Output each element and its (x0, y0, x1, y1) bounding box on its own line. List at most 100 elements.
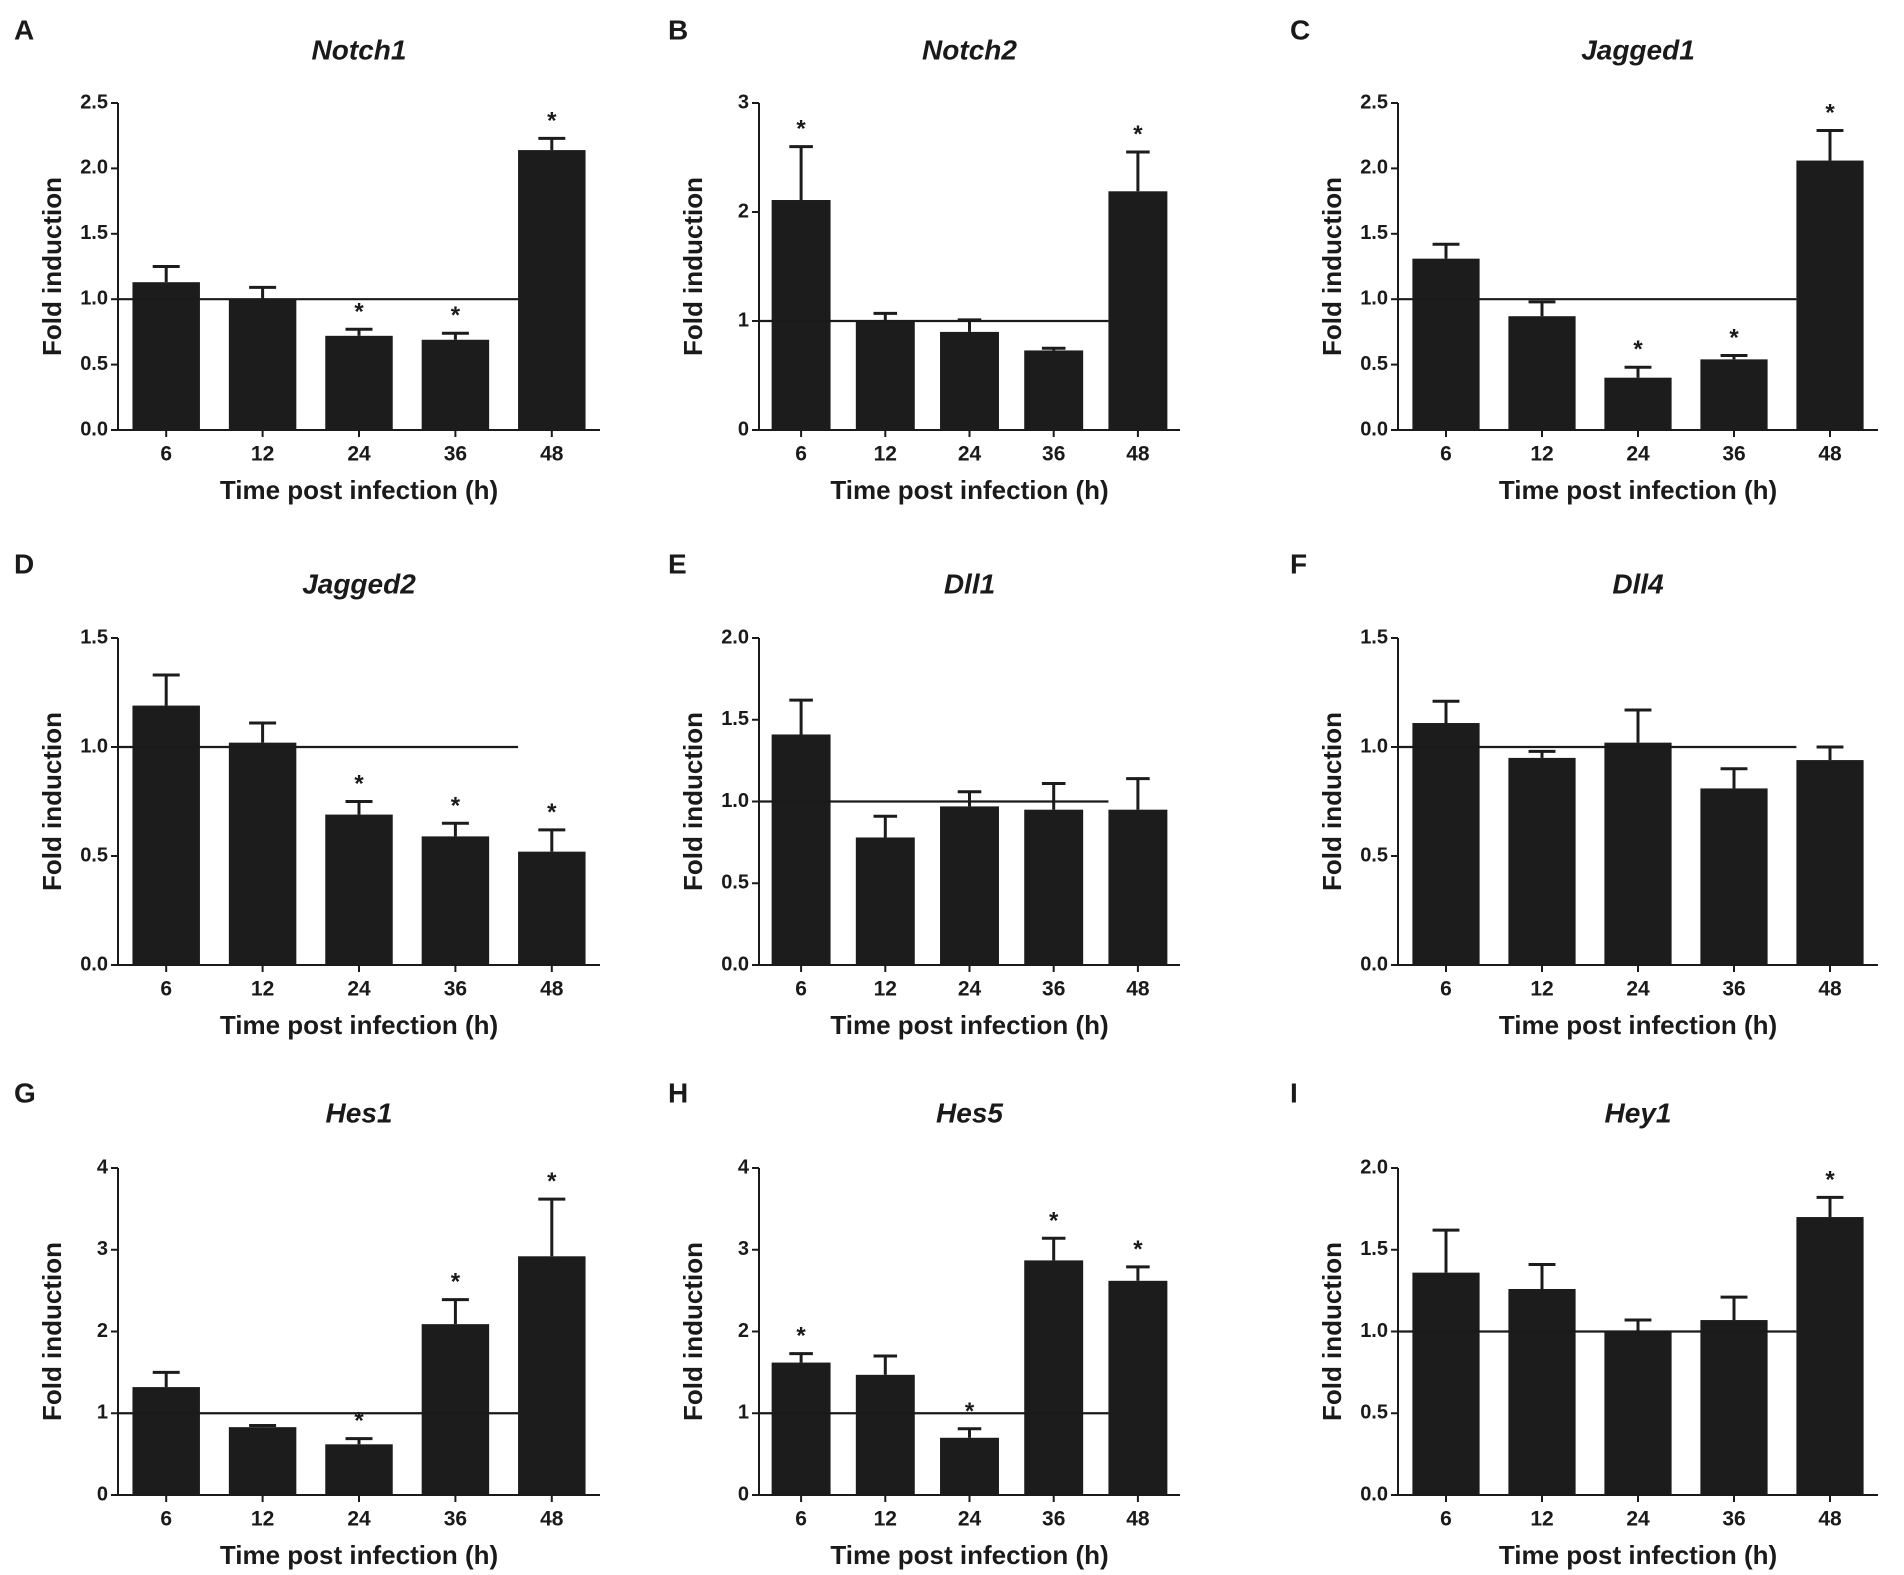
significance-marker: * (965, 1398, 975, 1425)
bar-48h (1796, 1217, 1864, 1495)
x-tick-label: 6 (795, 443, 807, 466)
x-tick-label: 24 (958, 1508, 982, 1531)
significance-marker: * (547, 799, 557, 826)
x-tick-label: 24 (347, 1508, 371, 1531)
x-tick-label: 36 (444, 443, 467, 466)
bar-6h (132, 1387, 200, 1495)
y-tick-label: 0.0 (80, 418, 108, 440)
bar-36h (1024, 350, 1084, 430)
x-tick-label: 12 (251, 978, 274, 1001)
panel-letter: C (1290, 14, 1310, 45)
x-axis-label: Time post infection (h) (830, 1540, 1108, 1570)
y-axis-label: Fold induction (678, 177, 708, 356)
bar-24h (325, 335, 393, 430)
x-tick-label: 12 (251, 443, 274, 466)
x-tick-label: 6 (1440, 443, 1452, 466)
x-tick-label: 12 (1530, 443, 1553, 466)
bar-6h (1412, 258, 1480, 430)
chart-title: Notch2 (922, 34, 1017, 65)
y-tick-label: 2.0 (1360, 157, 1388, 179)
x-tick-label: 24 (958, 443, 982, 466)
x-tick-label: 36 (1042, 978, 1065, 1001)
y-tick-label: 2 (97, 1320, 108, 1342)
panel-f: F Dll4 0.0 0.5 1.0 1.5 6 12 24 36 48 Time post infe… (1290, 548, 1878, 1040)
x-tick-label: 48 (1126, 1508, 1150, 1531)
y-tick-label: 2.5 (1360, 91, 1388, 113)
bar-48h (1108, 809, 1168, 965)
x-tick-label: 36 (444, 978, 467, 1001)
bar-12h (1508, 316, 1576, 430)
bar-24h (1604, 1331, 1672, 1495)
y-tick-label: 1 (97, 1402, 108, 1424)
bar-6h (132, 282, 200, 430)
x-tick-label: 36 (1722, 443, 1745, 466)
significance-marker: * (451, 1269, 461, 1296)
x-tick-label: 6 (1440, 978, 1452, 1001)
panel-letter: F (1290, 548, 1307, 579)
bar-6h (1412, 1272, 1480, 1495)
x-axis-label: Time post infection (h) (1499, 1540, 1777, 1570)
x-axis-label: Time post infection (h) (830, 475, 1108, 505)
x-axis-label: Time post infection (h) (1499, 475, 1777, 505)
y-tick-label: 3 (97, 1238, 108, 1260)
y-tick-label: 1.0 (80, 735, 108, 757)
x-tick-label: 12 (874, 443, 897, 466)
bar-24h (325, 1444, 393, 1495)
chart-title: Jagged2 (302, 568, 416, 599)
x-tick-label: 48 (1818, 978, 1842, 1001)
bar-36h (421, 339, 490, 430)
y-tick-label: 1.0 (721, 790, 749, 812)
x-axis-label: Time post infection (h) (1499, 1010, 1777, 1040)
bar-12h (1508, 1288, 1576, 1495)
y-tick-label: 0.0 (1360, 418, 1388, 440)
significance-marker: * (451, 792, 461, 819)
y-tick-label: 1.5 (721, 708, 749, 730)
panel-d: D Jagged2 0.0 0.5 1.0 1.5 6 12 24 * 36 * 48 * Time pos… (14, 548, 600, 1040)
chart-title: Hes1 (326, 1097, 393, 1128)
x-tick-label: 24 (347, 443, 371, 466)
x-tick-label: 6 (1440, 1508, 1452, 1531)
x-axis-label: Time post infection (h) (220, 475, 498, 505)
bar-12h (855, 321, 915, 430)
panel-letter: E (668, 548, 687, 579)
x-tick-label: 48 (1126, 978, 1150, 1001)
significance-marker: * (354, 1408, 364, 1435)
bar-24h (1604, 742, 1672, 965)
y-tick-label: 0.0 (721, 953, 749, 975)
significance-marker: * (1825, 99, 1835, 126)
y-tick-label: 2.0 (721, 626, 749, 648)
y-tick-label: 1.5 (80, 222, 108, 244)
y-tick-label: 2.0 (1360, 1156, 1388, 1178)
x-tick-label: 12 (874, 978, 897, 1001)
panel-e: E Dll1 0.0 0.5 1.0 1.5 2.0 6 12 24 36 48 Time post i… (668, 548, 1180, 1040)
y-axis-label: Fold induction (1317, 1242, 1347, 1421)
bar-12h (228, 742, 297, 965)
x-axis-label: Time post infection (h) (220, 1010, 498, 1040)
y-tick-label: 0.5 (1360, 844, 1388, 866)
x-tick-label: 48 (540, 978, 564, 1001)
chart-title: Dll1 (944, 568, 995, 599)
bar-24h (940, 1437, 999, 1495)
y-axis-label: Fold induction (37, 712, 67, 891)
y-tick-label: 0.5 (80, 844, 108, 866)
y-tick-label: 0.5 (80, 353, 108, 375)
bar-12h (855, 837, 915, 965)
bar-48h (1796, 760, 1864, 965)
y-tick-label: 2.5 (80, 91, 108, 113)
y-tick-label: 1.0 (1360, 735, 1388, 757)
x-tick-label: 6 (795, 978, 807, 1001)
panel-letter: I (1290, 1077, 1298, 1108)
x-tick-label: 12 (874, 1508, 897, 1531)
significance-marker: * (354, 771, 364, 798)
significance-marker: * (1133, 121, 1143, 148)
bar-48h (1796, 160, 1864, 430)
bar-36h (1024, 1260, 1084, 1495)
y-tick-label: 2.0 (80, 157, 108, 179)
panel-i: I Hey1 0.0 0.5 1.0 1.5 2.0 6 12 24 36 48 * Time post … (1290, 1077, 1878, 1570)
y-tick-label: 4 (738, 1156, 750, 1178)
chart-title: Dll4 (1612, 568, 1664, 599)
y-axis-label: Fold induction (1317, 712, 1347, 891)
bar-48h (1108, 1280, 1168, 1495)
